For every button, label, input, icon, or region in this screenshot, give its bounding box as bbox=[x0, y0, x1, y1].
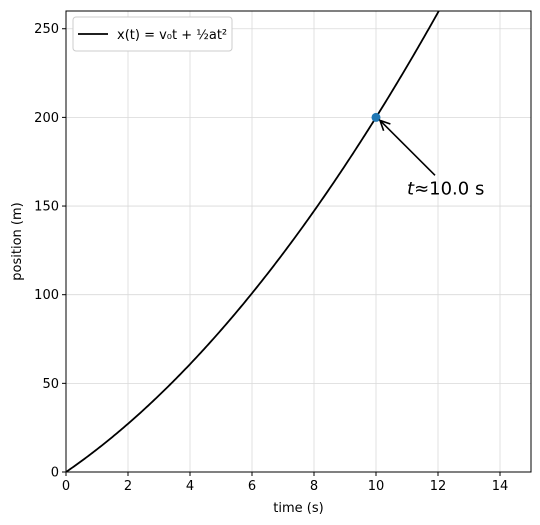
y-tick-label: 50 bbox=[42, 377, 59, 392]
x-tick-label: 10 bbox=[368, 479, 385, 494]
plot-frame bbox=[65, 10, 532, 473]
x-tick-label: 0 bbox=[62, 479, 70, 494]
legend: x(t) = v₀t + ½at² bbox=[72, 16, 233, 52]
annotation-arrow-head bbox=[378, 119, 391, 132]
y-tick-label: 100 bbox=[34, 288, 59, 303]
annotation: t≈10.0 s bbox=[378, 119, 484, 199]
x-tick-label: 14 bbox=[492, 479, 509, 494]
x-tick-label: 12 bbox=[430, 479, 447, 494]
marker-layer bbox=[371, 112, 381, 122]
y-axis-ticks: 0 50 100 150 200 250 bbox=[34, 22, 66, 481]
x-tick-label: 8 bbox=[310, 479, 318, 494]
x-tick-label: 6 bbox=[248, 479, 256, 494]
x-axis-ticks: 0 2 4 6 8 10 12 14 bbox=[62, 472, 508, 494]
legend-label: x(t) = v₀t + ½at² bbox=[117, 28, 227, 43]
y-tick-label: 250 bbox=[34, 22, 59, 37]
legend-box bbox=[72, 16, 233, 52]
grid bbox=[65, 11, 531, 473]
y-tick-label: 0 bbox=[51, 466, 59, 481]
annotation-arrow-shaft bbox=[379, 119, 436, 176]
series-layer bbox=[66, 11, 440, 472]
y-tick-label: 200 bbox=[34, 111, 59, 126]
x-tick-label: 2 bbox=[124, 479, 132, 494]
data-point-marker bbox=[371, 112, 381, 122]
y-axis-label: position (m) bbox=[10, 202, 25, 280]
x-tick-label: 4 bbox=[186, 479, 194, 494]
y-tick-label: 150 bbox=[34, 200, 59, 215]
x-axis-label: time (s) bbox=[273, 501, 323, 516]
series-line bbox=[66, 11, 440, 472]
annotation-text: t≈10.0 s bbox=[407, 178, 484, 199]
